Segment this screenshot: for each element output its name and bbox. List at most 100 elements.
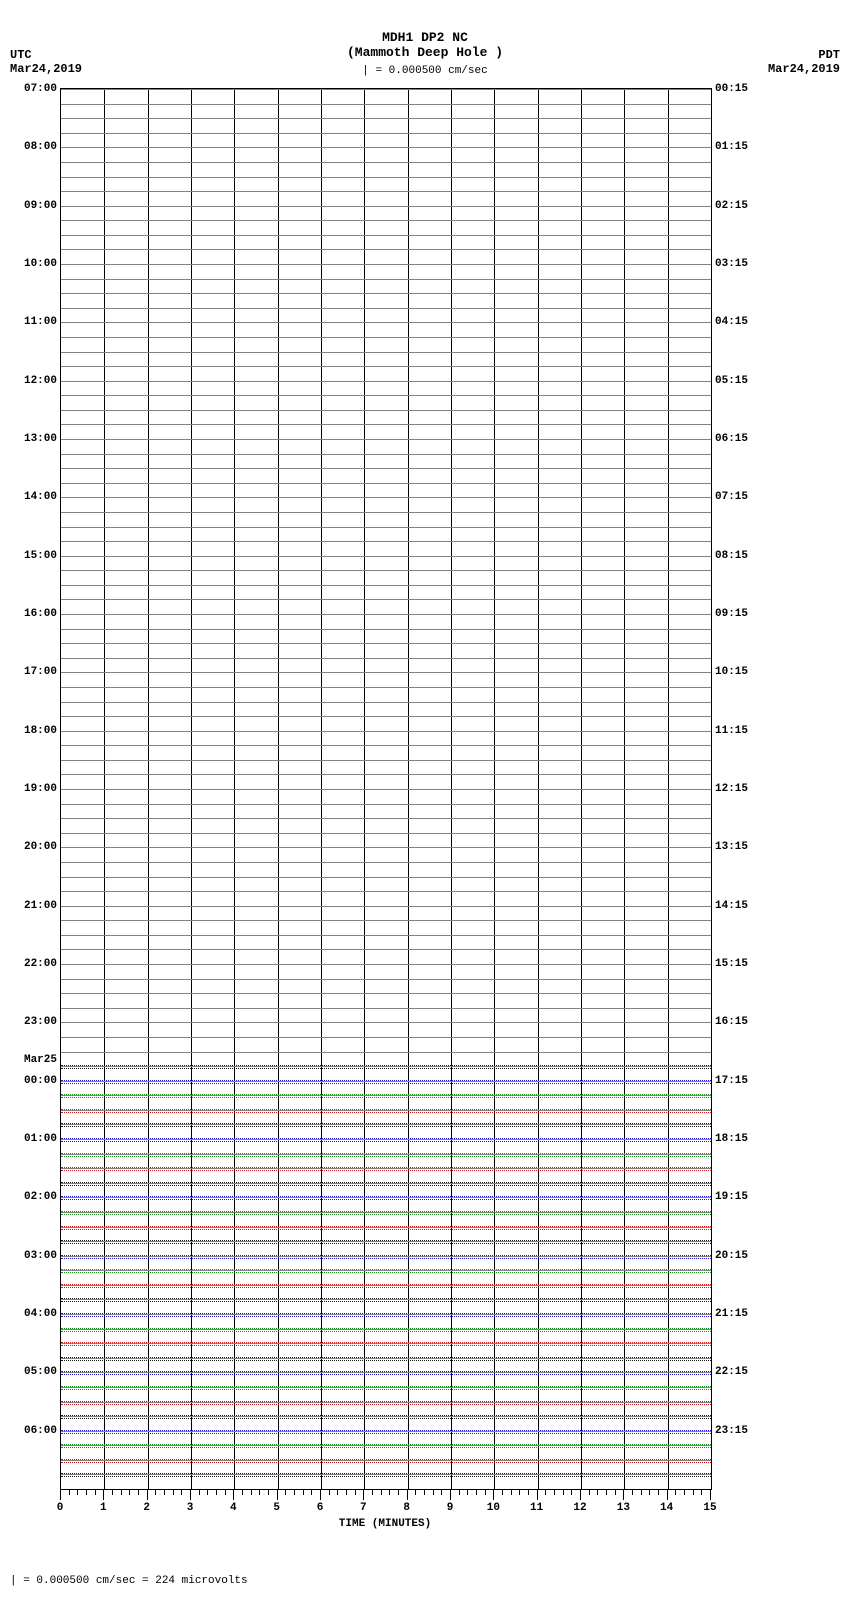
- x-tick-major: [580, 1490, 581, 1500]
- utc-hour-label: 12:00: [24, 375, 57, 387]
- trace-row: [61, 1314, 711, 1315]
- x-tick-minor: [337, 1490, 338, 1495]
- trace-row: [61, 264, 711, 265]
- x-tick-minor: [355, 1490, 356, 1495]
- x-tick-minor: [268, 1490, 269, 1495]
- trace-row: [61, 410, 711, 411]
- utc-hour-label: 10:00: [24, 258, 57, 270]
- x-tick-minor: [86, 1490, 87, 1495]
- utc-hour-label: 20:00: [24, 841, 57, 853]
- x-tick-minor: [155, 1490, 156, 1495]
- x-tick-major: [103, 1490, 104, 1500]
- trace-row: [61, 1256, 711, 1257]
- x-tick-minor: [502, 1490, 503, 1495]
- date-right: Mar24,2019: [768, 62, 840, 76]
- pdt-hour-label: 20:15: [715, 1250, 748, 1262]
- pdt-hour-label: 17:15: [715, 1075, 748, 1087]
- pdt-hour-label: 14:15: [715, 900, 748, 912]
- trace-row: [61, 804, 711, 805]
- x-tick-minor: [485, 1490, 486, 1495]
- trace-row: [61, 497, 711, 498]
- x-tick-label: 3: [187, 1502, 194, 1514]
- trace-row: [61, 1270, 711, 1271]
- pdt-hour-label: 04:15: [715, 316, 748, 328]
- trace-row: [61, 687, 711, 688]
- utc-hour-label: 21:00: [24, 900, 57, 912]
- trace-row: [61, 206, 711, 207]
- utc-hour-label: 14:00: [24, 491, 57, 503]
- x-tick-minor: [597, 1490, 598, 1495]
- x-tick-minor: [554, 1490, 555, 1495]
- trace-row: [61, 1124, 711, 1125]
- x-tick-minor: [207, 1490, 208, 1495]
- x-tick-major: [233, 1490, 234, 1500]
- scale-indicator: | = 0.000500 cm/sec: [0, 65, 850, 77]
- trace-row: [61, 293, 711, 294]
- day-marker: Mar25: [24, 1054, 57, 1066]
- trace-row: [61, 979, 711, 980]
- trace-row: [61, 1037, 711, 1038]
- x-tick-minor: [372, 1490, 373, 1495]
- x-tick-minor: [381, 1490, 382, 1495]
- trace-row: [61, 556, 711, 557]
- x-tick-major: [493, 1490, 494, 1500]
- trace-row: [61, 599, 711, 600]
- trace-row: [61, 847, 711, 848]
- trace-row: [61, 454, 711, 455]
- trace-row: [61, 1052, 711, 1053]
- pdt-hour-label: 12:15: [715, 783, 748, 795]
- trace-row: [61, 1416, 711, 1417]
- x-tick-minor: [441, 1490, 442, 1495]
- x-tick-minor: [77, 1490, 78, 1495]
- x-tick-minor: [658, 1490, 659, 1495]
- trace-row: [61, 1431, 711, 1432]
- x-tick-minor: [589, 1490, 590, 1495]
- x-tick-minor: [519, 1490, 520, 1495]
- footer-scale: | = 0.000500 cm/sec = 224 microvolts: [10, 1575, 248, 1587]
- x-tick-minor: [545, 1490, 546, 1495]
- trace-row: [61, 920, 711, 921]
- trace-row: [61, 541, 711, 542]
- x-tick-minor: [693, 1490, 694, 1495]
- trace-row: [61, 643, 711, 644]
- x-axis: TIME (MINUTES) 0123456789101112131415: [60, 1490, 710, 1550]
- x-tick-label: 13: [617, 1502, 630, 1514]
- trace-row: [61, 366, 711, 367]
- trace-row: [61, 337, 711, 338]
- trace-row: [61, 672, 711, 673]
- x-tick-label: 15: [703, 1502, 716, 1514]
- seismogram-container: MDH1 DP2 NC (Mammoth Deep Hole ) | = 0.0…: [0, 0, 850, 1613]
- chart-subtitle: (Mammoth Deep Hole ): [0, 45, 850, 60]
- x-tick-label: 12: [573, 1502, 586, 1514]
- utc-hour-label: 11:00: [24, 316, 57, 328]
- utc-hour-label: 23:00: [24, 1016, 57, 1028]
- trace-row: [61, 1227, 711, 1228]
- x-tick-minor: [476, 1490, 477, 1495]
- trace-row: [61, 614, 711, 615]
- trace-row: [61, 527, 711, 528]
- trace-row: [61, 745, 711, 746]
- trace-row: [61, 1445, 711, 1446]
- utc-hour-label: 22:00: [24, 958, 57, 970]
- trace-row: [61, 118, 711, 119]
- x-tick-major: [60, 1490, 61, 1500]
- x-axis-title: TIME (MINUTES): [60, 1518, 710, 1530]
- trace-row: [61, 235, 711, 236]
- x-tick-label: 0: [57, 1502, 64, 1514]
- pdt-hour-label: 22:15: [715, 1366, 748, 1378]
- x-tick-minor: [398, 1490, 399, 1495]
- trace-row: [61, 1285, 711, 1286]
- x-tick-minor: [199, 1490, 200, 1495]
- trace-row: [61, 1460, 711, 1461]
- trace-row: [61, 789, 711, 790]
- x-tick-major: [363, 1490, 364, 1500]
- trace-row: [61, 1358, 711, 1359]
- seismogram-plot: 07:0008:0009:0010:0011:0012:0013:0014:00…: [60, 88, 712, 1490]
- x-tick-major: [407, 1490, 408, 1500]
- x-tick-minor: [459, 1490, 460, 1495]
- x-tick-minor: [129, 1490, 130, 1495]
- pdt-hour-label: 10:15: [715, 666, 748, 678]
- x-tick-minor: [684, 1490, 685, 1495]
- trace-row: [61, 585, 711, 586]
- trace-row: [61, 818, 711, 819]
